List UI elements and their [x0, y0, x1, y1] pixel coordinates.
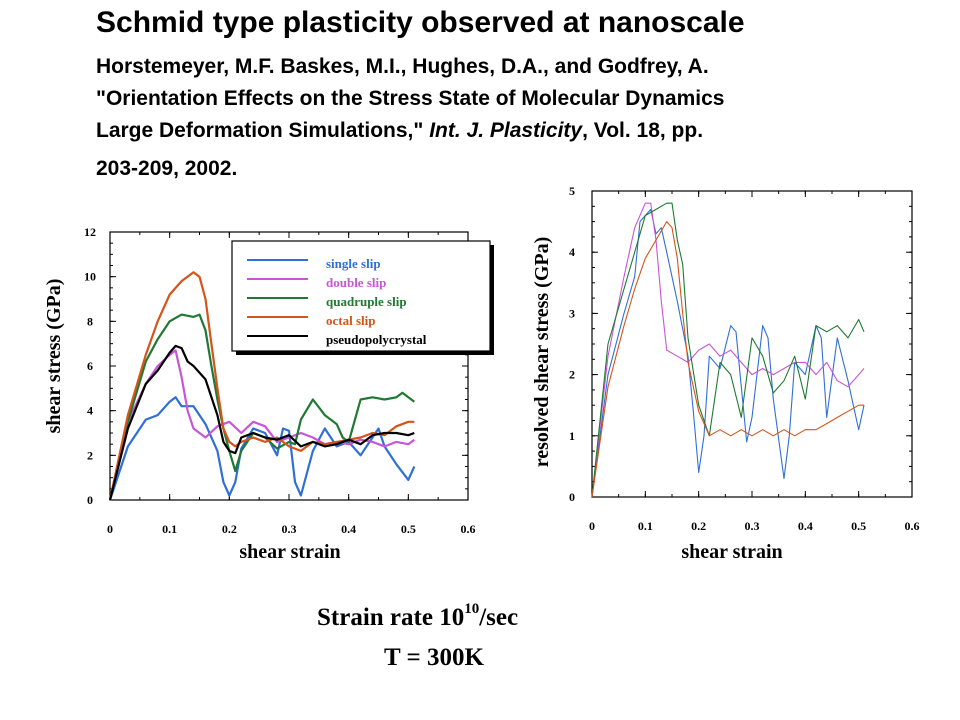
- series-line-2: [591, 202, 865, 498]
- strain-rate-exponent: 10: [464, 601, 480, 617]
- legend-label: quadruple slip: [326, 294, 407, 309]
- citation-title-line-2: Large Deformation Simulations," Int. J. …: [96, 119, 703, 143]
- y-tick-label: 12: [84, 225, 96, 239]
- y-tick-label: 10: [84, 270, 96, 284]
- y-tick-label: 5: [569, 184, 575, 198]
- legend-label: single slip: [326, 256, 381, 271]
- y-axis-label: shear stress (GPa): [43, 279, 65, 434]
- x-axis-label: shear strain: [681, 541, 782, 563]
- x-tick-label: 0.4: [341, 522, 356, 536]
- x-axis-label: shear strain: [239, 541, 340, 563]
- plot-frame: [591, 190, 913, 498]
- series-line-octal-slip: [108, 271, 415, 501]
- x-tick-label: 0.6: [461, 522, 476, 536]
- strain-rate-unit: /sec: [479, 604, 519, 631]
- x-tick-label: 0.3: [745, 519, 760, 533]
- x-tick-label: 0.3: [282, 522, 297, 536]
- y-tick-label: 6: [87, 359, 93, 373]
- y-tick-label: 8: [87, 314, 93, 328]
- legend-label: double slip: [326, 275, 386, 290]
- series-line-3: [591, 202, 865, 498]
- chart-1: 0 0.1 0.2 0.3 0.4 0.5 0.6 0 2 4 6 8 10 12 shear strain…: [43, 225, 494, 563]
- y-tick-label: 1: [569, 429, 575, 443]
- series-line-4: [591, 221, 864, 498]
- y-tick-label: 0: [87, 493, 93, 507]
- series-line-1: [591, 208, 865, 498]
- slide-title: Schmid type plasticity observed at nanos…: [96, 6, 745, 39]
- y-tick-label: 4: [87, 404, 93, 418]
- tick-group: 0 0.1 0.2 0.3 0.4 0.5 0.6 0 1 2 3 4 5: [569, 184, 920, 533]
- y-tick-label: 2: [87, 448, 93, 462]
- strain-rate-prefix: Strain rate 10: [317, 604, 465, 631]
- x-tick-label: 0: [589, 519, 595, 533]
- y-tick-label: 2: [569, 368, 575, 382]
- y-tick-label: 0: [569, 490, 575, 504]
- citation-authors: Horstemeyer, M.F. Baskes, M.I., Hughes, …: [96, 55, 709, 78]
- x-tick-label: 0.4: [798, 519, 813, 533]
- x-tick-label: 0.1: [638, 519, 653, 533]
- temperature-label: T = 300K: [384, 644, 484, 671]
- y-tick-label: 3: [569, 306, 575, 320]
- citation-journal: Int. J. Plasticity: [429, 119, 583, 142]
- chart-2: 0 0.1 0.2 0.3 0.4 0.5 0.6 0 1 2 3 4 5 shear strain res…: [531, 184, 920, 563]
- legend-label: octal slip: [326, 313, 375, 328]
- x-tick-label: 0.5: [401, 522, 416, 536]
- legend-label: pseudopolycrystal: [326, 332, 427, 347]
- strain-rate-label: Strain rate 1010/sec: [317, 601, 519, 632]
- citation-volume: , Vol. 18, pp.: [582, 119, 704, 142]
- x-tick-label: 0.5: [851, 519, 866, 533]
- series-line-pseudopolycrystal: [108, 344, 415, 501]
- legend: single slip double slip quadruple slip octa…: [231, 240, 494, 355]
- y-axis-label: resolved shear stress (GPa): [531, 237, 553, 468]
- x-tick-label: 0.1: [162, 522, 177, 536]
- series-line-single-slip: [108, 396, 416, 501]
- x-tick-label: 0.6: [905, 519, 920, 533]
- citation-title-line-1: "Orientation Effects on the Stress State…: [96, 87, 725, 110]
- y-tick-label: 4: [569, 245, 575, 259]
- x-tick-label: 0: [107, 522, 113, 536]
- citation-pages: 203-209, 2002.: [96, 157, 238, 180]
- citation-title-end: Large Deformation Simulations,": [96, 119, 424, 142]
- x-tick-label: 0.2: [222, 522, 237, 536]
- x-tick-label: 0.2: [691, 519, 706, 533]
